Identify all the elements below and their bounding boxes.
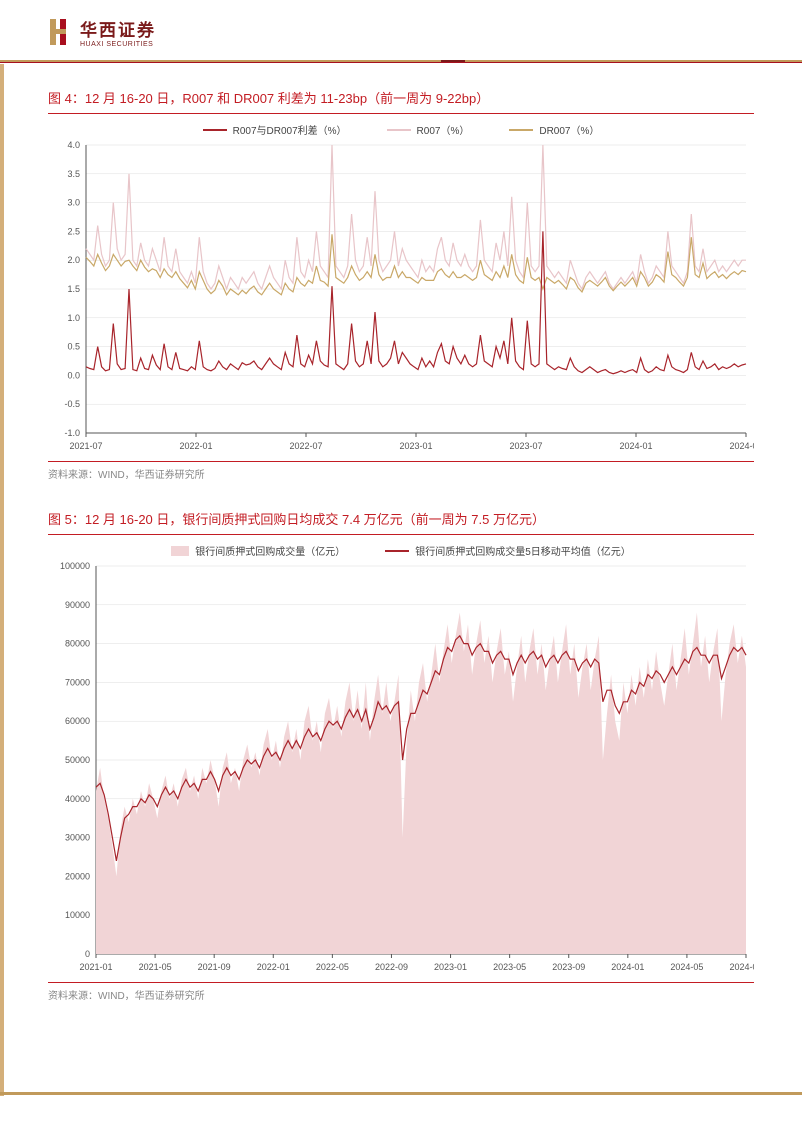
page-content: 图 4：12 月 16-20 日，R007 和 DR007 利差为 11-23b… — [48, 84, 754, 1026]
svg-text:2022-05: 2022-05 — [316, 962, 349, 972]
svg-text:80000: 80000 — [65, 639, 90, 649]
page-header: 华西证券 HUAXI SECURITIES — [0, 0, 802, 64]
chart5-legend-item: 银行间质押式回购成交量5日移动平均值（亿元） — [385, 543, 631, 558]
svg-text:2024-07: 2024-07 — [729, 441, 754, 451]
svg-text:90000: 90000 — [65, 600, 90, 610]
brand-name-cn: 华西证券 — [80, 16, 156, 41]
page-side-bar — [0, 64, 4, 1096]
svg-text:60000: 60000 — [65, 716, 90, 726]
svg-text:-1.0: -1.0 — [64, 428, 80, 438]
svg-text:2023-07: 2023-07 — [509, 441, 542, 451]
footer-rule — [0, 1092, 802, 1095]
svg-text:2022-01: 2022-01 — [257, 962, 290, 972]
chart4-legend-item: R007（%） — [387, 122, 470, 137]
svg-text:2024-05: 2024-05 — [670, 962, 703, 972]
svg-text:0.5: 0.5 — [67, 342, 80, 352]
svg-text:2021-09: 2021-09 — [198, 962, 231, 972]
brand-name-en: HUAXI SECURITIES — [80, 41, 156, 48]
svg-text:10000: 10000 — [65, 910, 90, 920]
chart4-legend-item: R007与DR007利差（%） — [203, 122, 347, 137]
svg-text:2023-01: 2023-01 — [399, 441, 432, 451]
brand-logo-mark — [48, 17, 74, 47]
chart5-plot: 0 10000 20000 30000 40000 50000 60000 70000 8000… — [48, 562, 754, 982]
svg-text:0: 0 — [85, 949, 90, 959]
chart4-legend: R007与DR007利差（%） R007（%） DR007（%） — [48, 122, 754, 137]
chart5-legend: 银行间质押式回购成交量（亿元） 银行间质押式回购成交量5日移动平均值（亿元） — [48, 543, 754, 558]
svg-text:20000: 20000 — [65, 871, 90, 881]
svg-text:1.0: 1.0 — [67, 313, 80, 323]
svg-text:50000: 50000 — [65, 755, 90, 765]
svg-text:1.5: 1.5 — [67, 284, 80, 294]
chart4-plot: -1.0 -0.5 0.0 0.5 1.0 1.5 2.0 2.5 3.0 3.5 4.0 2021-… — [48, 141, 754, 461]
svg-text:100000: 100000 — [60, 562, 90, 571]
svg-text:4.0: 4.0 — [67, 141, 80, 150]
svg-text:2024-09: 2024-09 — [729, 962, 754, 972]
svg-text:30000: 30000 — [65, 833, 90, 843]
svg-text:3.5: 3.5 — [67, 169, 80, 179]
svg-text:40000: 40000 — [65, 794, 90, 804]
header-rule — [0, 60, 802, 63]
svg-text:2024-01: 2024-01 — [619, 441, 652, 451]
chart4-title: 图 4：12 月 16-20 日，R007 和 DR007 利差为 11-23b… — [48, 84, 754, 114]
chart5-source: 资料来源：WIND，华西证券研究所 — [48, 982, 754, 1002]
svg-text:2021-07: 2021-07 — [69, 441, 102, 451]
svg-text:70000: 70000 — [65, 677, 90, 687]
svg-text:3.0: 3.0 — [67, 198, 80, 208]
svg-text:2022-07: 2022-07 — [289, 441, 322, 451]
chart4-legend-item: DR007（%） — [509, 122, 599, 137]
svg-text:2021-05: 2021-05 — [139, 962, 172, 972]
svg-text:2.0: 2.0 — [67, 255, 80, 265]
chart5-legend-item: 银行间质押式回购成交量（亿元） — [171, 543, 345, 558]
svg-text:0.0: 0.0 — [67, 370, 80, 380]
svg-text:2021-01: 2021-01 — [79, 962, 112, 972]
svg-text:2022-09: 2022-09 — [375, 962, 408, 972]
chart5-title: 图 5：12 月 16-20 日，银行间质押式回购日均成交 7.4 万亿元（前一… — [48, 505, 754, 535]
chart4-source: 资料来源：WIND，华西证券研究所 — [48, 461, 754, 481]
svg-text:2023-05: 2023-05 — [493, 962, 526, 972]
brand-logo: 华西证券 HUAXI SECURITIES — [48, 16, 156, 48]
svg-text:2023-09: 2023-09 — [552, 962, 585, 972]
svg-text:2022-01: 2022-01 — [179, 441, 212, 451]
svg-text:2.5: 2.5 — [67, 226, 80, 236]
svg-text:2023-01: 2023-01 — [434, 962, 467, 972]
svg-text:2024-01: 2024-01 — [611, 962, 644, 972]
svg-text:-0.5: -0.5 — [64, 399, 80, 409]
